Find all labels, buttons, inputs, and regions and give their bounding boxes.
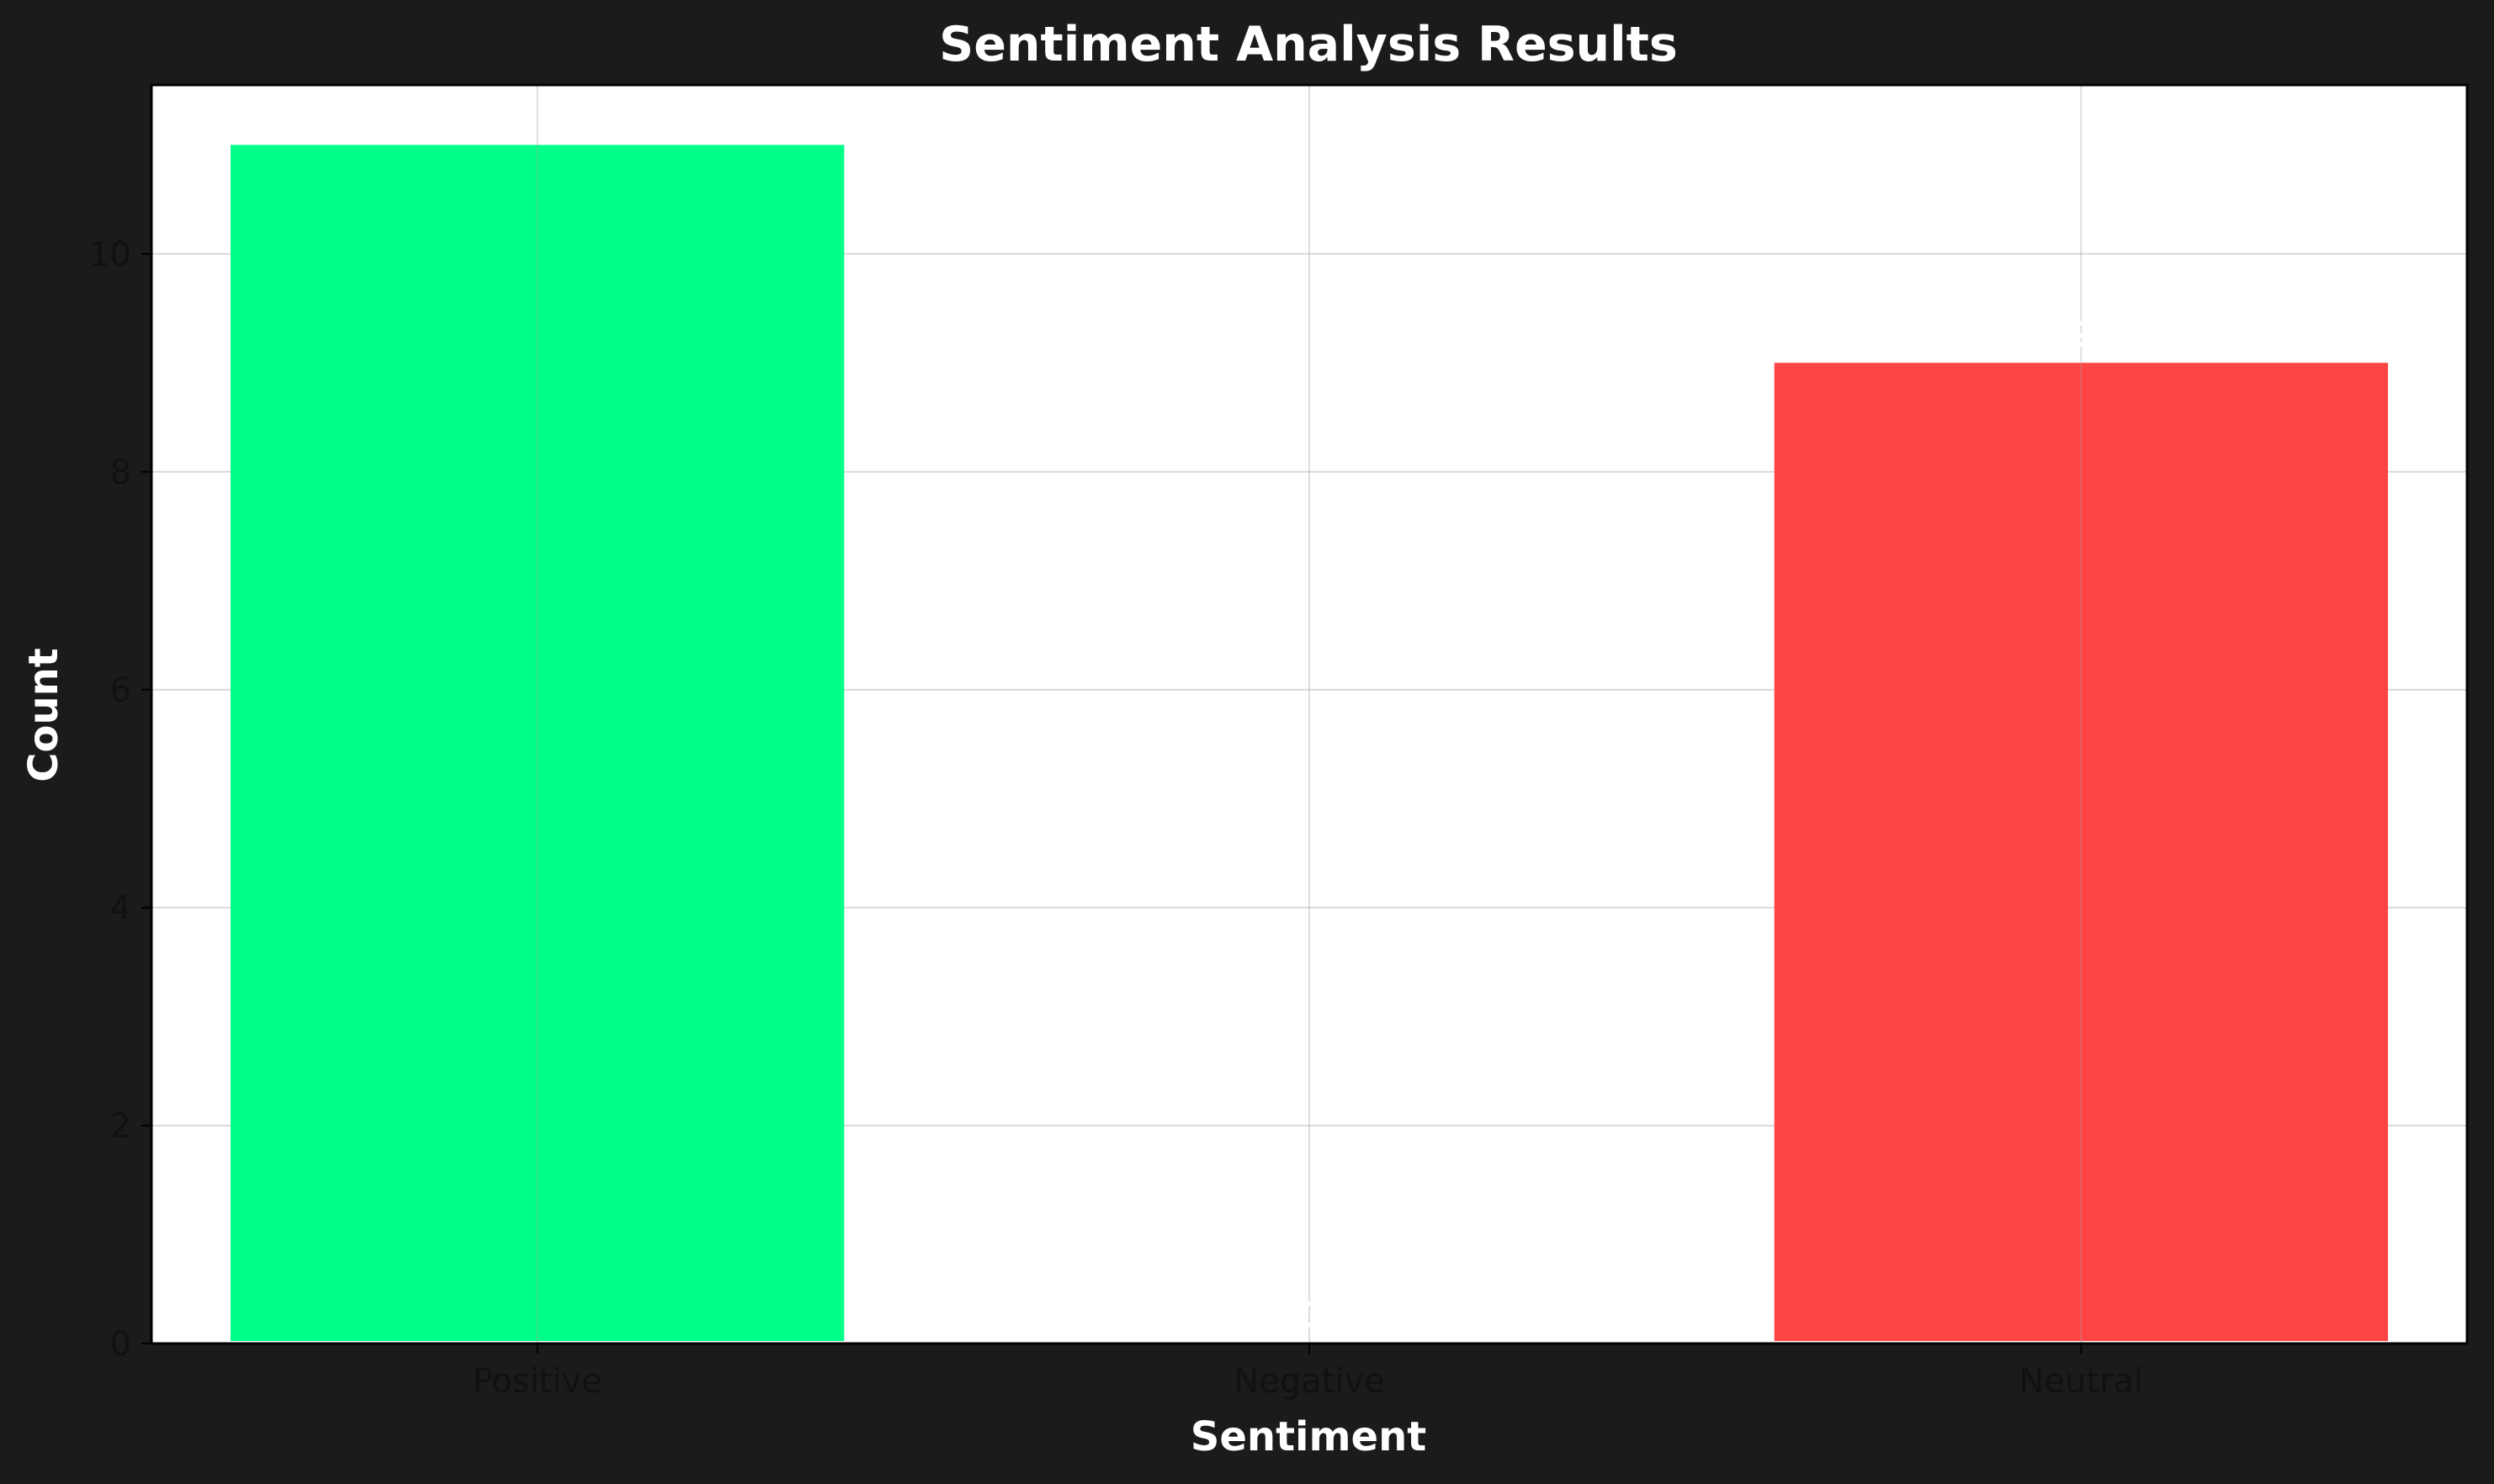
x-tick-label-negative: Negative	[1234, 1362, 1385, 1401]
x-tick-label-neutral: Neutral	[2019, 1362, 2144, 1401]
y-tick-label: 4	[110, 889, 131, 928]
data-label-negative: 0	[1297, 1296, 1321, 1335]
y-tick-label: 2	[110, 1107, 131, 1146]
y-tick-label: 10	[88, 236, 131, 274]
x-tick-label-positive: Positive	[473, 1362, 602, 1401]
x-axis-ticks: Positive Negative Neutral	[473, 1344, 2144, 1401]
y-tick-label: 0	[110, 1325, 131, 1364]
data-labels-layer: 11 0 9	[514, 98, 2093, 1335]
y-axis-label: Count	[20, 648, 67, 782]
y-tick-label: 6	[110, 671, 131, 710]
data-label-neutral: 9	[2069, 315, 2093, 354]
bars-layer	[231, 145, 2388, 1342]
data-label-positive: 11	[514, 98, 561, 136]
vertical-grid-layer	[536, 85, 2083, 1344]
y-axis-ticks: 0 2 4 6 8 10	[88, 236, 151, 1364]
x-axis-label: Sentiment	[1191, 1413, 1426, 1460]
y-tick-label: 8	[110, 453, 131, 492]
bar-neutral	[1774, 363, 2388, 1342]
chart-title: Sentiment Analysis Results	[939, 17, 1678, 72]
bar-positive	[231, 145, 845, 1342]
